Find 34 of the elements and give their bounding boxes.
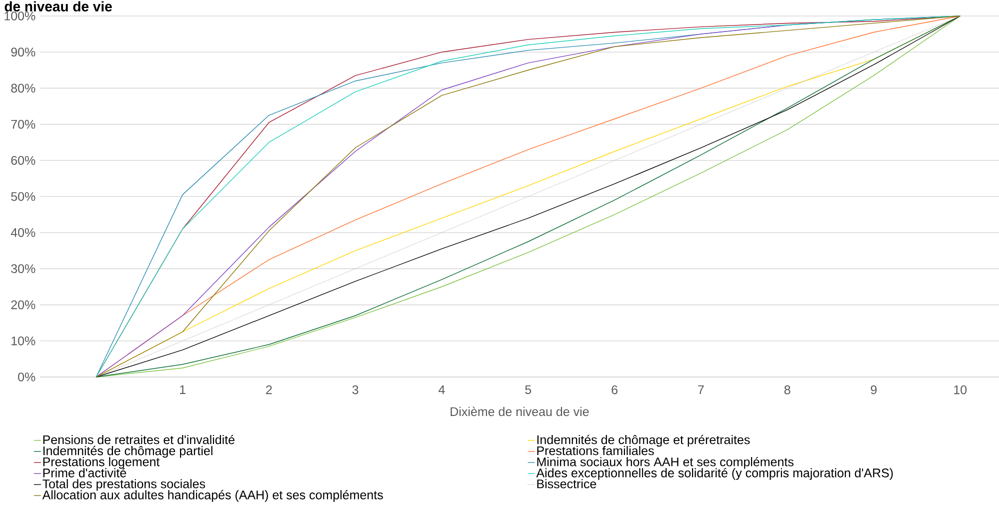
y-tick-label: 50% — [11, 192, 36, 201]
y-tick-label: 30% — [11, 264, 36, 274]
x-tick-label: 4 — [438, 385, 445, 394]
y-tick-label: 100% — [4, 12, 36, 20]
legend-label: Allocation aux adultes handicapés (AAH) et ses compléments — [42, 490, 383, 502]
x-tick-label: 1 — [180, 385, 186, 394]
y-tick-label: 70% — [11, 120, 36, 129]
y-tick-label: 60% — [11, 156, 36, 165]
y-tick-label: 20% — [11, 300, 36, 310]
chart-title: de niveau de vie — [4, 1, 112, 12]
legend-label: Indemnités de chômage partiel — [43, 446, 212, 458]
legend-label: Prestations familiales — [537, 446, 654, 456]
x-tick-label: 7 — [698, 385, 704, 394]
legend-label: Prestations logement — [43, 457, 160, 469]
x-tick-label: 5 — [525, 385, 532, 394]
x-axis-title: Dixième de niveau de vie — [450, 406, 589, 416]
y-tick-label: 80% — [11, 84, 36, 93]
x-tick-label: 10 — [954, 385, 967, 394]
y-tick-label: 90% — [11, 48, 36, 57]
x-tick-label: 8 — [784, 385, 790, 394]
legend-label: Pensions de retraites et d'invalidité — [43, 434, 234, 444]
legend-label: Bissectrice — [537, 479, 596, 488]
x-tick-label: 3 — [352, 385, 358, 394]
x-tick-label: 6 — [612, 385, 618, 394]
x-tick-label: 2 — [266, 385, 272, 394]
legend-label: Minima sociaux hors AAH et ses compléments — [537, 456, 794, 469]
y-tick-label: 40% — [10, 228, 36, 238]
y-tick-label: 10% — [12, 336, 36, 346]
legend-label: Prime d'activité — [43, 468, 126, 478]
legend-label: Indemnités de chômage et préretraites — [537, 434, 750, 447]
legend-label: Aides exceptionnelles de solidarité (y compris majoration d'ARS) — [536, 468, 893, 480]
legend-label: Total des prestations sociales — [42, 479, 206, 491]
y-tick-label: 0% — [18, 372, 36, 382]
x-tick-label: 9 — [870, 385, 877, 394]
